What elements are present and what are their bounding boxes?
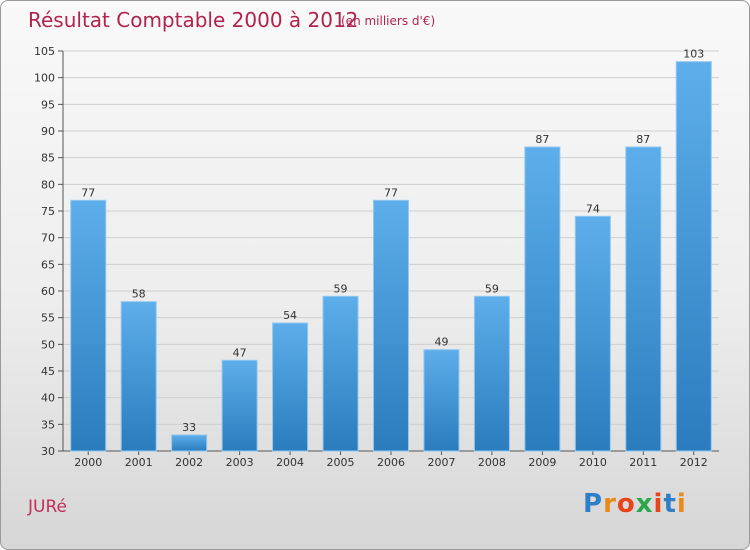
y-tick-label: 100	[34, 72, 55, 85]
bar-2006	[373, 199, 409, 452]
bar-2012	[675, 61, 712, 452]
commune-name: JURé	[28, 497, 67, 517]
proxiti-logo: Proxiti	[583, 489, 687, 519]
x-tick-label-2011: 2011	[629, 456, 657, 469]
x-tick-label-2010: 2010	[579, 456, 607, 469]
value-label-2002: 33	[182, 421, 196, 434]
bar-2010	[574, 215, 611, 452]
y-tick-label: 35	[41, 418, 55, 431]
y-tick-label: 55	[41, 312, 55, 325]
bar-2009	[524, 146, 561, 452]
bar-2011	[625, 146, 662, 452]
value-label-2012: 103	[683, 48, 704, 61]
y-tick-label: 30	[41, 445, 55, 458]
value-label-2005: 59	[334, 282, 348, 295]
value-label-2011: 87	[636, 133, 650, 146]
logo-letter: o	[616, 489, 636, 519]
x-tick-label-2009: 2009	[528, 456, 556, 469]
bar-2004	[272, 322, 309, 452]
x-tick-label-2003: 2003	[226, 456, 254, 469]
x-tick-label-2002: 2002	[175, 456, 203, 469]
bar-2000	[70, 199, 107, 452]
value-label-2008: 59	[485, 282, 499, 295]
bar-2005	[322, 295, 359, 452]
y-tick-label: 95	[41, 98, 55, 111]
logo-letter: i	[676, 489, 687, 519]
y-tick-label: 85	[41, 152, 55, 165]
y-tick-label: 105	[34, 45, 55, 58]
value-label-2009: 87	[535, 133, 549, 146]
logo-letter: i	[653, 489, 664, 519]
y-tick-label: 90	[41, 125, 55, 138]
x-tick-label-2007: 2007	[427, 456, 455, 469]
value-label-2006: 77	[384, 186, 398, 199]
value-label-2007: 49	[434, 336, 448, 349]
y-tick-label: 60	[41, 285, 55, 298]
y-tick-label: 65	[41, 258, 55, 271]
x-tick-label-2004: 2004	[276, 456, 304, 469]
chart-subtitle: (en milliers d'€)	[341, 14, 436, 28]
value-label-2004: 54	[283, 309, 297, 322]
bar-2002	[171, 434, 208, 452]
x-tick-label-2001: 2001	[125, 456, 153, 469]
y-tick-label: 75	[41, 205, 55, 218]
chart-title: Résultat Comptable 2000 à 2012	[28, 8, 359, 32]
x-tick-label-2006: 2006	[377, 456, 405, 469]
bar-2001	[120, 301, 157, 452]
value-label-2001: 58	[132, 288, 146, 301]
value-label-2000: 77	[81, 186, 95, 199]
y-tick-label: 40	[41, 392, 55, 405]
x-tick-label-2008: 2008	[478, 456, 506, 469]
logo-letter: t	[663, 489, 677, 519]
logo-letter: P	[583, 489, 604, 519]
bar-2008	[473, 295, 510, 452]
x-tick-label-2012: 2012	[680, 456, 708, 469]
bar-2007	[423, 349, 460, 452]
y-tick-label: 50	[41, 338, 55, 351]
value-labels: 77 58 33 47 54 59 77 49 59 87 74 87 103	[81, 48, 704, 434]
y-tick-label: 45	[41, 365, 55, 378]
bars	[70, 61, 712, 452]
x-tick-label-2000: 2000	[74, 456, 102, 469]
y-tick-label: 70	[41, 232, 55, 245]
value-label-2003: 47	[233, 346, 247, 359]
y-tick-label: 80	[41, 178, 55, 191]
bar-2003	[221, 359, 258, 452]
logo-letter: x	[635, 489, 654, 519]
value-label-2010: 74	[586, 202, 600, 215]
x-tick-label-2005: 2005	[327, 456, 355, 469]
logo-letter: r	[603, 489, 617, 519]
